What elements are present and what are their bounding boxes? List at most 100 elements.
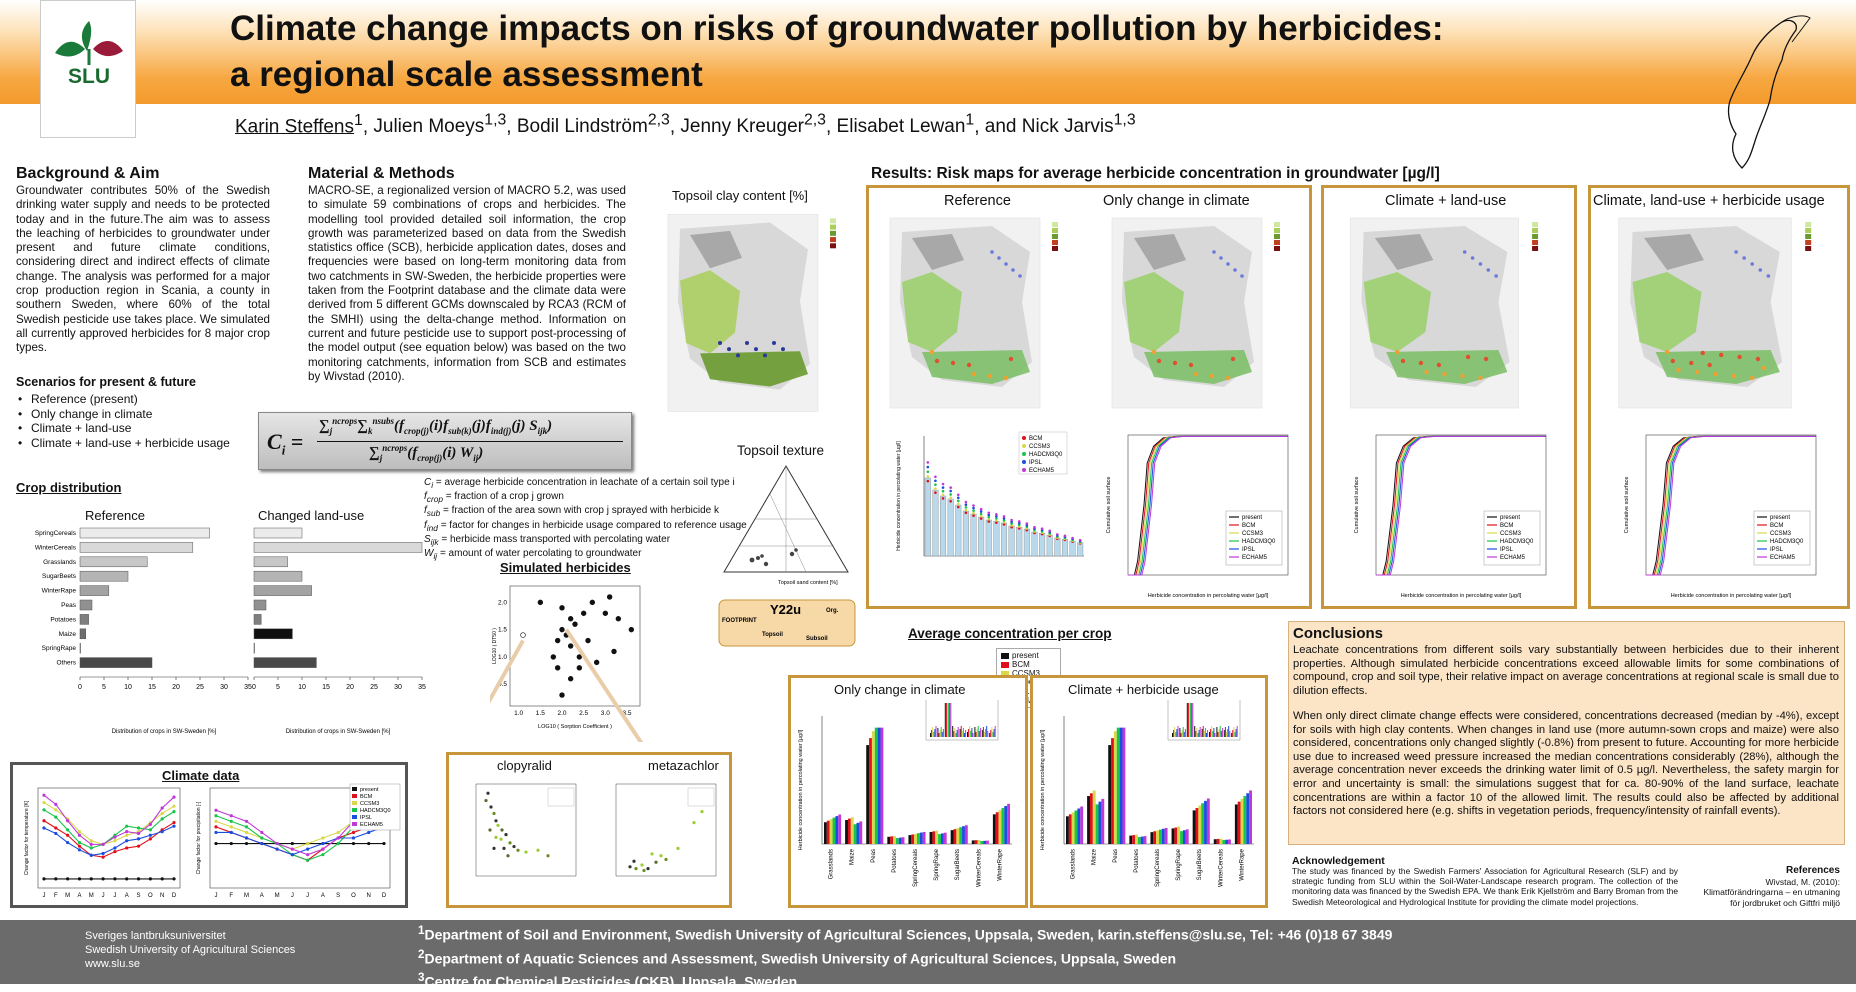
scatter-point xyxy=(546,854,550,858)
legend-label: ECHAM5 xyxy=(1242,555,1268,561)
climate-point xyxy=(54,831,58,836)
herbicide-point xyxy=(941,482,945,486)
scatter-point xyxy=(494,835,498,839)
avg-bar xyxy=(898,837,902,844)
map-hotspot xyxy=(1424,369,1429,375)
map-urban-area xyxy=(1644,234,1704,270)
herbicide-point xyxy=(956,496,960,500)
map-legend-swatch xyxy=(830,237,836,243)
legend-label: ECHAM5 xyxy=(1029,468,1055,474)
climate-point xyxy=(42,808,46,812)
poster-title: Climate change impacts on risks of groun… xyxy=(230,6,1680,98)
avg-inset-bar xyxy=(956,730,958,737)
climate-point xyxy=(54,815,58,819)
avg-inset-bar xyxy=(987,731,989,737)
herbicide-point xyxy=(593,659,600,666)
avg-bar xyxy=(1185,829,1189,844)
avg-bar xyxy=(1111,738,1114,844)
metazachlor-scatter xyxy=(615,783,717,877)
map-zone-west xyxy=(902,272,962,352)
crop-bar xyxy=(79,556,148,568)
herbicide-point xyxy=(979,514,983,518)
crop-tick-label: 15 xyxy=(322,684,330,691)
climate-point xyxy=(306,853,310,857)
legend-label: HADCM3Q0 xyxy=(1242,539,1276,545)
map-monitoring-point xyxy=(1018,274,1022,278)
month-label: D xyxy=(172,893,177,899)
climate-point xyxy=(148,822,152,826)
herbicide-bar xyxy=(962,510,969,557)
herbicide-point xyxy=(995,512,998,516)
avg-bar xyxy=(1246,793,1250,844)
climate-point xyxy=(229,819,233,823)
climate-point xyxy=(172,824,176,828)
herbicide-point xyxy=(949,489,952,493)
climate-point xyxy=(336,830,340,835)
climate-series-line xyxy=(43,825,175,856)
crop-changed-title: Changed land-use xyxy=(258,508,365,523)
map-monitoring-point xyxy=(745,340,749,345)
slu-logo: SLU xyxy=(40,0,136,138)
avg-bar xyxy=(959,827,963,844)
avg-bar xyxy=(962,826,965,844)
legend-label: CCSM3 xyxy=(1500,531,1522,537)
climate-point xyxy=(77,848,82,852)
list-item: Climate + land-use + herbicide usage xyxy=(16,436,266,451)
legend-swatch xyxy=(352,808,357,812)
avg-bar xyxy=(986,840,989,844)
avg-bar xyxy=(1001,808,1005,844)
legend-swatch xyxy=(352,815,357,819)
footer-line: Swedish University of Agricultural Scien… xyxy=(85,944,296,956)
avg-inset-bar xyxy=(989,733,991,737)
herbicide-point xyxy=(956,505,960,509)
map-monitoring-point xyxy=(1011,268,1015,272)
footer-link[interactable]: www.slu.se xyxy=(85,958,141,970)
footer xyxy=(0,920,1856,984)
sim-callout-line xyxy=(490,639,525,704)
panel-title-climate: Only change in climate xyxy=(1103,193,1250,209)
herbicide-point xyxy=(964,500,968,504)
risk-map-climate xyxy=(1111,217,1280,409)
avg-inset-bar xyxy=(1196,728,1198,737)
panel-title-reference: Reference xyxy=(944,193,1011,209)
legend-swatch xyxy=(1001,652,1009,659)
title-line-2: a regional scale assessment xyxy=(230,55,703,94)
sim-x-tick: 2.5 xyxy=(579,710,588,717)
legend-label: BCM xyxy=(1770,523,1783,529)
climate-point xyxy=(66,819,70,823)
avg-bar xyxy=(895,838,899,844)
avg-bar xyxy=(1140,836,1144,844)
crop-bar xyxy=(79,570,129,582)
climate-point xyxy=(290,847,294,851)
risk-map-landuse xyxy=(1349,217,1539,409)
climate-point xyxy=(101,877,105,881)
map-hotspot xyxy=(1483,356,1489,362)
avg-bar xyxy=(838,814,842,844)
map-hotspot xyxy=(950,360,956,366)
sim-y-tick: 2.0 xyxy=(498,599,507,606)
avg-bar xyxy=(1243,796,1247,844)
legend-swatch xyxy=(1022,444,1026,448)
refs-heading: References xyxy=(1786,865,1840,876)
avg-bar xyxy=(1195,807,1199,844)
map-monitoring-point xyxy=(781,347,785,352)
definition-row: fcrop = fraction of a crop j grown xyxy=(424,491,564,505)
legend-label: CCSM3 xyxy=(1029,444,1051,450)
climate-point xyxy=(290,841,294,846)
herbicide-point xyxy=(949,493,952,496)
crop-bar xyxy=(253,556,288,568)
scatter-point xyxy=(650,852,654,856)
herbicide-point xyxy=(934,491,937,494)
crop-bar xyxy=(79,614,89,625)
map-legend-swatch xyxy=(1532,228,1539,233)
herbicide-bar xyxy=(1061,538,1068,557)
avg-inset-bar xyxy=(1197,733,1199,737)
avg-inset-bar xyxy=(962,728,964,737)
herbicide-bar xyxy=(1031,531,1038,557)
climate-point xyxy=(113,877,117,881)
map-hotspot xyxy=(1400,358,1406,364)
climate-point xyxy=(214,830,218,835)
map-monitoring-point xyxy=(1470,256,1475,260)
map-hotspot xyxy=(1478,375,1483,381)
avg-bar xyxy=(826,820,830,844)
